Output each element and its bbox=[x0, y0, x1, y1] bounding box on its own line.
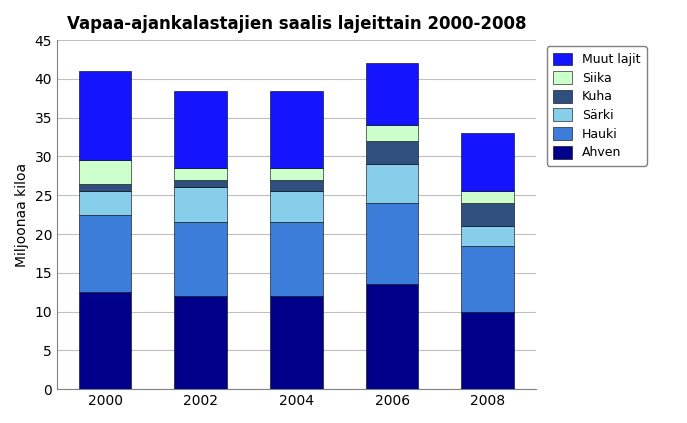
Bar bbox=[79, 71, 131, 160]
Bar bbox=[365, 164, 418, 203]
Bar bbox=[79, 184, 131, 191]
Legend: Muut lajit, Siika, Kuha, Särki, Hauki, Ahven: Muut lajit, Siika, Kuha, Särki, Hauki, A… bbox=[547, 47, 646, 166]
Bar bbox=[174, 187, 227, 222]
Bar bbox=[365, 63, 418, 126]
Bar bbox=[79, 214, 131, 292]
Bar bbox=[270, 191, 323, 222]
Bar bbox=[462, 312, 514, 389]
Bar bbox=[174, 296, 227, 389]
Bar bbox=[365, 203, 418, 284]
Bar bbox=[174, 91, 227, 168]
Bar bbox=[462, 203, 514, 226]
Bar bbox=[79, 191, 131, 214]
Bar bbox=[270, 296, 323, 389]
Bar bbox=[462, 226, 514, 246]
Y-axis label: Miljoonaa kiloa: Miljoonaa kiloa bbox=[15, 162, 29, 266]
Bar bbox=[174, 222, 227, 296]
Bar bbox=[365, 126, 418, 141]
Bar bbox=[365, 284, 418, 389]
Bar bbox=[462, 246, 514, 312]
Title: Vapaa-ajankalastajien saalis lajeittain 2000-2008: Vapaa-ajankalastajien saalis lajeittain … bbox=[67, 15, 526, 33]
Bar bbox=[462, 191, 514, 203]
Bar bbox=[462, 133, 514, 191]
Bar bbox=[270, 91, 323, 168]
Bar bbox=[174, 180, 227, 187]
Bar bbox=[270, 222, 323, 296]
Bar bbox=[79, 160, 131, 184]
Bar bbox=[270, 180, 323, 191]
Bar bbox=[174, 168, 227, 180]
Bar bbox=[365, 141, 418, 164]
Bar bbox=[79, 292, 131, 389]
Bar bbox=[270, 168, 323, 180]
